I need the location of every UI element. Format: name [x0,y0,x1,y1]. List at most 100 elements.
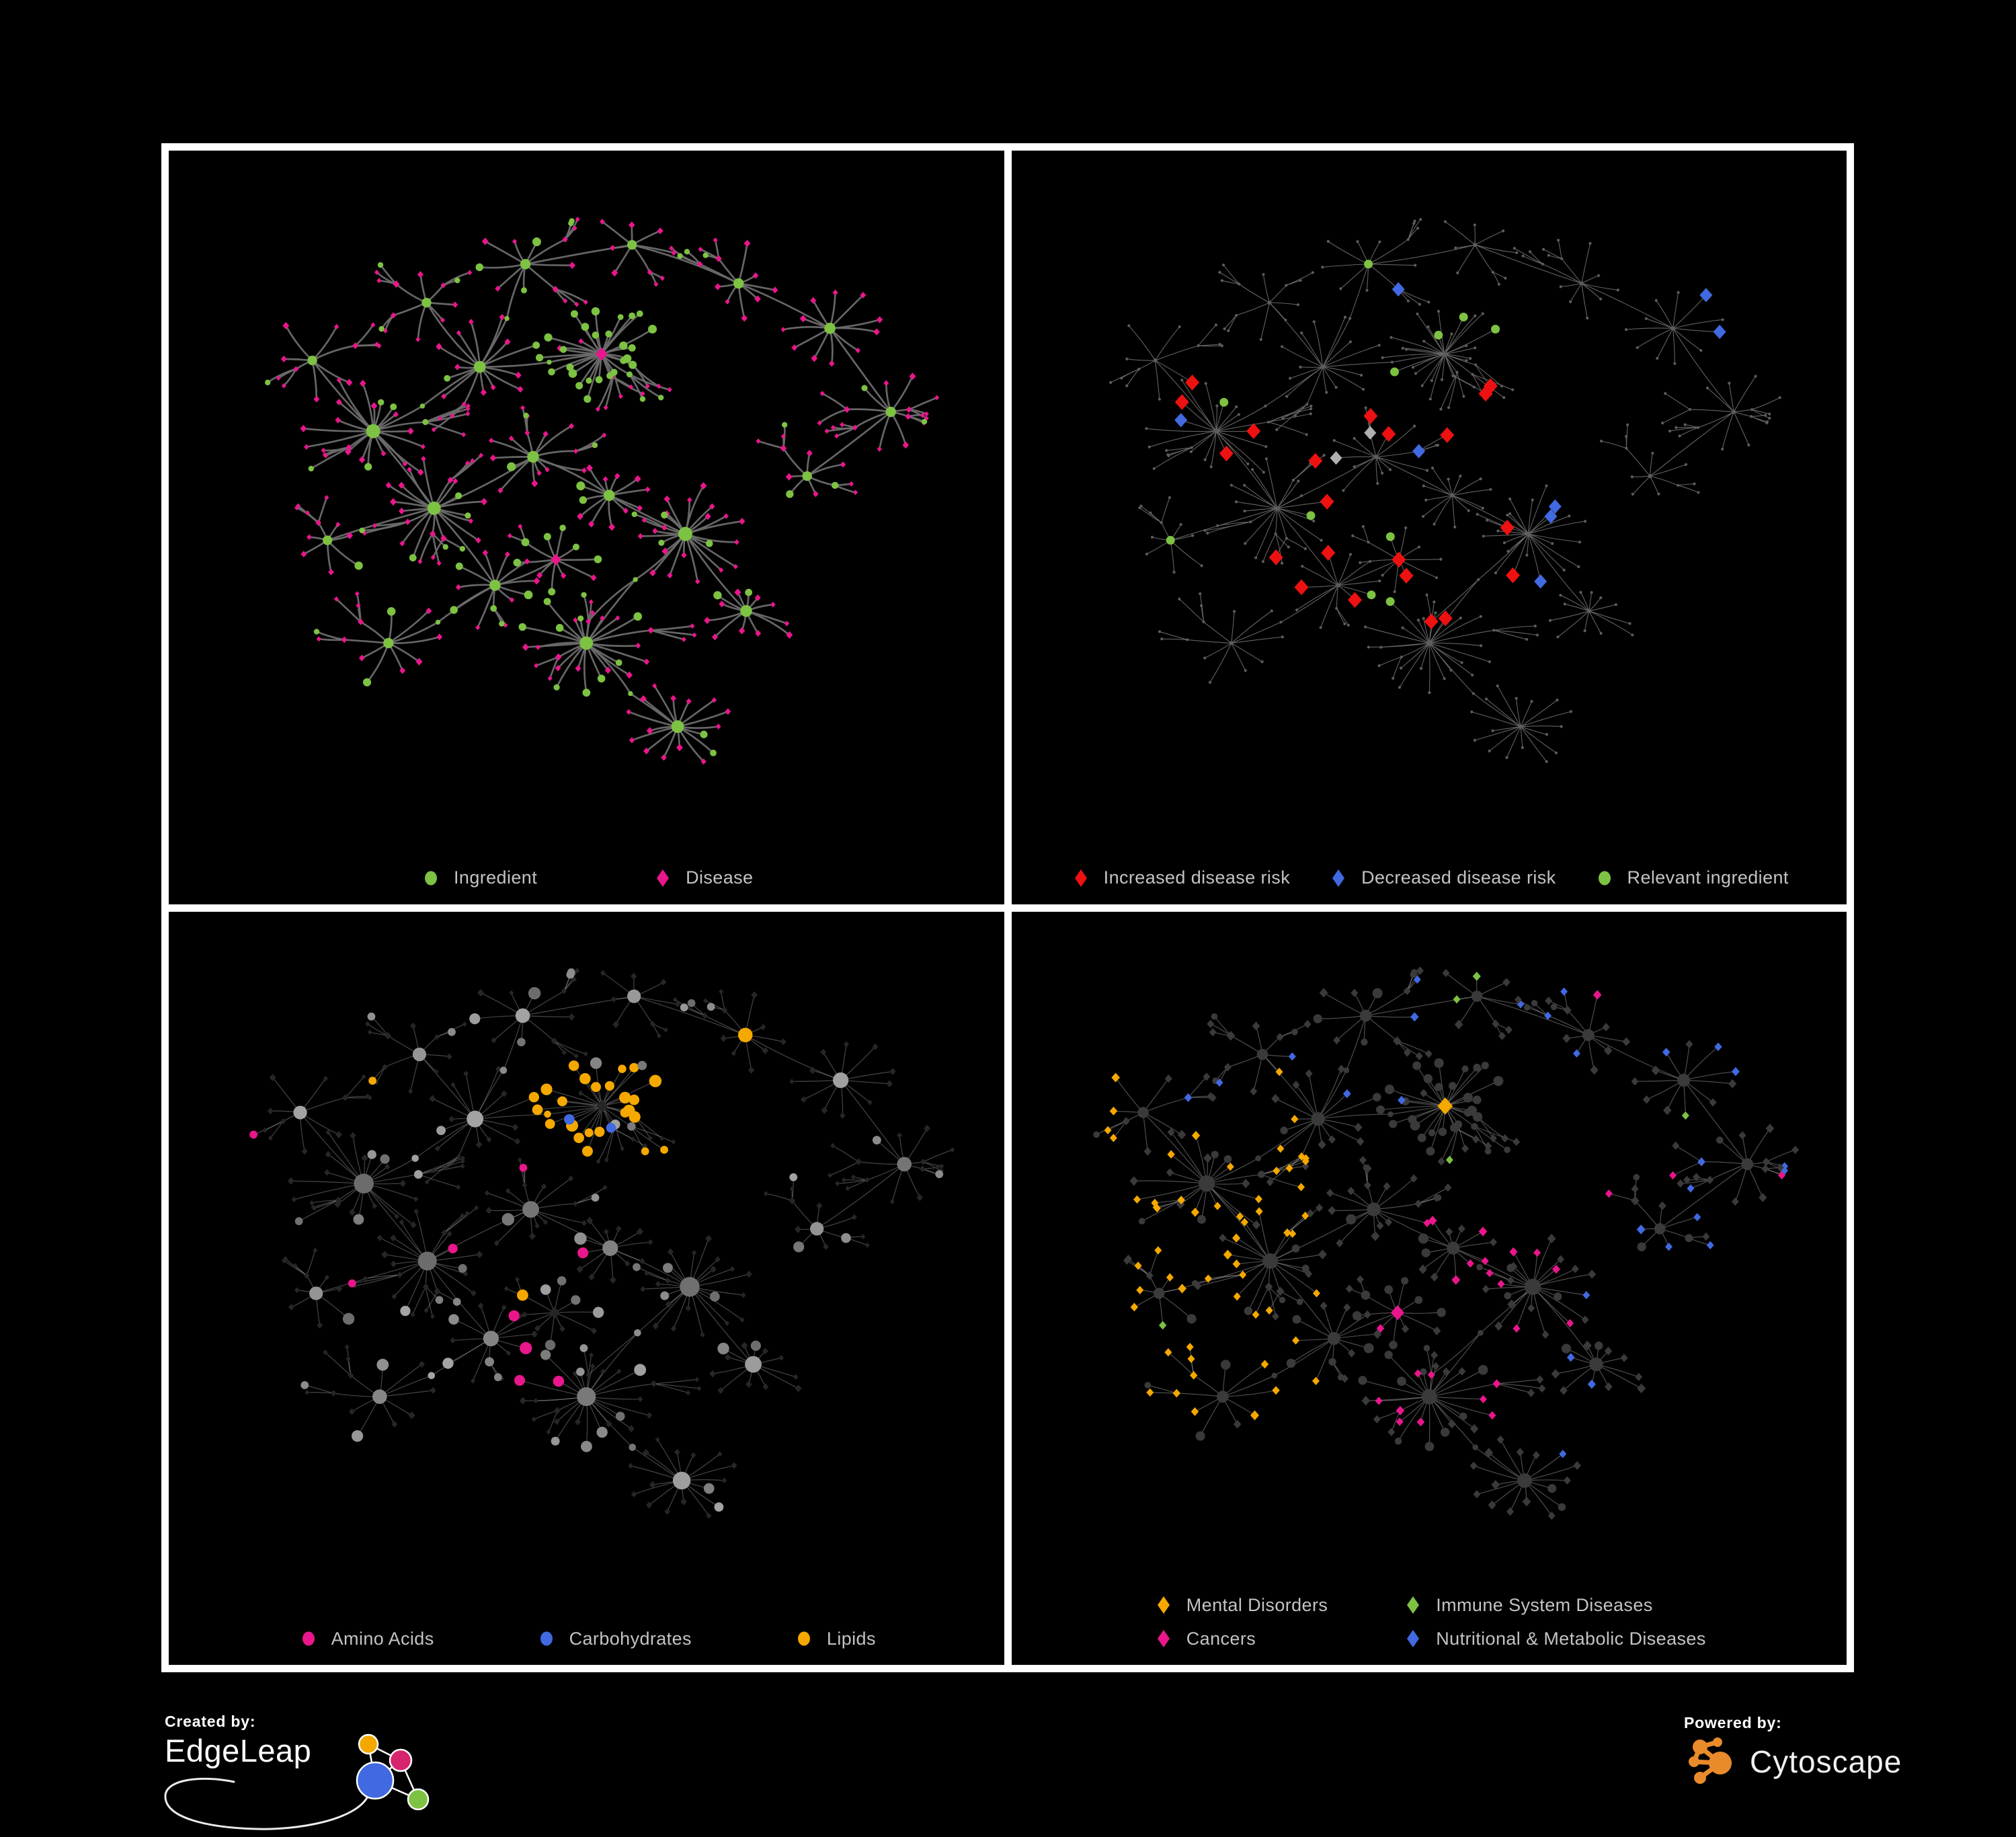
network-edge [1444,334,1451,354]
network-node-ingredient [1420,1368,1426,1374]
network-node-disease [1318,1249,1326,1259]
network-node-ingredient [1220,279,1223,282]
network-node-ingredient [1480,644,1482,647]
network-node-ingredient [596,376,603,383]
network-node-disease [541,1183,547,1189]
network-node-disease [385,1163,390,1169]
network-node-ingredient [1297,479,1299,482]
network-node-ingredient [501,1213,514,1226]
network-node-ingredient [548,368,555,376]
network-node-ingredient [1684,463,1687,466]
network-node-disease [456,584,461,590]
network-node-ingredient [1728,382,1730,385]
network-node-disease [1602,1023,1609,1031]
network-node-ingredient [1264,405,1266,407]
network-node-disease [1571,1264,1578,1272]
network-node-disease [477,988,484,996]
network-node-ingredient [1419,667,1422,670]
network-edge [1197,1274,1242,1286]
network-edge [1139,508,1161,522]
network-node-disease [1472,1135,1480,1143]
network-node-disease [575,1418,581,1425]
network-node-disease [1392,551,1406,568]
network-node-disease [748,1066,755,1073]
network-node-disease [1294,580,1308,596]
network-node-disease [1706,1175,1713,1183]
network-node-disease [1759,1193,1767,1202]
network-edge [1626,448,1650,476]
network-node-ingredient [1166,536,1174,545]
network-node-ingredient [1530,700,1533,703]
network-node-disease [1562,1033,1570,1043]
network-node-disease [577,1265,583,1273]
network-node-ingredient [1477,578,1480,581]
network-edge [1581,284,1587,319]
network-node-disease [1143,1146,1151,1155]
network-node-disease [446,1053,452,1060]
network-node-ingredient [1471,674,1474,676]
network-edge [653,1383,699,1388]
network-edge [555,1312,598,1313]
network-edge [1231,611,1271,643]
network-edge [1277,481,1298,508]
network-node-disease [1297,1183,1305,1191]
network-edge [1143,1112,1181,1134]
network-node-disease [417,559,422,564]
network-node-ingredient [1414,372,1416,375]
network-node-ingredient [300,1381,309,1389]
network-node-ingredient [1138,1218,1145,1224]
network-edge [1475,245,1582,283]
network-node-disease [518,386,524,393]
network-edge [1143,1112,1207,1183]
network-node-ingredient [634,1364,646,1376]
network-edge [678,711,728,726]
network-node-disease [515,372,521,379]
network-edge [1445,973,1476,996]
network-node-ingredient [571,1295,580,1304]
network-node-disease [482,549,488,556]
network-node-ingredient [1179,523,1182,526]
network-node-disease [1492,1019,1499,1027]
network-node-ingredient [1531,498,1533,501]
network-node-ingredient [658,395,663,400]
network-node-disease [509,990,514,995]
network-node-disease [653,282,658,287]
network-node-disease [1587,1379,1595,1389]
network-node-disease [1791,1145,1799,1153]
network-node-ingredient [1178,325,1180,328]
network-edge [1322,319,1349,367]
network-node-ingredient [602,1240,618,1255]
network-node-ingredient [1675,426,1677,429]
network-node-ingredient [1428,397,1431,400]
network-node-disease [1547,1511,1555,1519]
network-edge [346,1077,364,1097]
network-edge [1734,377,1755,412]
network-node-disease [349,1208,356,1216]
network-node-ingredient [1320,539,1322,541]
network-edge [294,1183,364,1200]
network-node-ingredient [633,613,642,621]
network-node-ingredient [619,1091,631,1103]
network-node-disease [350,1132,356,1139]
network-node-disease [559,1325,565,1332]
network-node-disease [1697,1157,1705,1166]
network-node-disease [764,1191,768,1196]
network-node-disease [676,744,683,751]
network-edge [575,1187,605,1204]
network-node-ingredient [1454,247,1457,249]
network-node-disease [476,1251,483,1258]
network-node-disease [781,327,786,332]
network-node-disease [709,1370,716,1377]
network-node-disease [612,1021,619,1028]
network-node-ingredient [1373,1093,1381,1101]
network-node-disease [1472,972,1480,981]
network-node-ingredient [575,382,583,389]
network-node-ingredient [1488,750,1490,752]
network-node-disease [1203,1153,1212,1163]
network-node-ingredient [1211,1150,1218,1158]
network-node-ingredient [443,544,448,549]
network-node-ingredient [1414,264,1416,266]
network-node-disease [456,1184,460,1189]
network-node-disease [408,1089,413,1094]
network-node-ingredient [1227,329,1229,332]
